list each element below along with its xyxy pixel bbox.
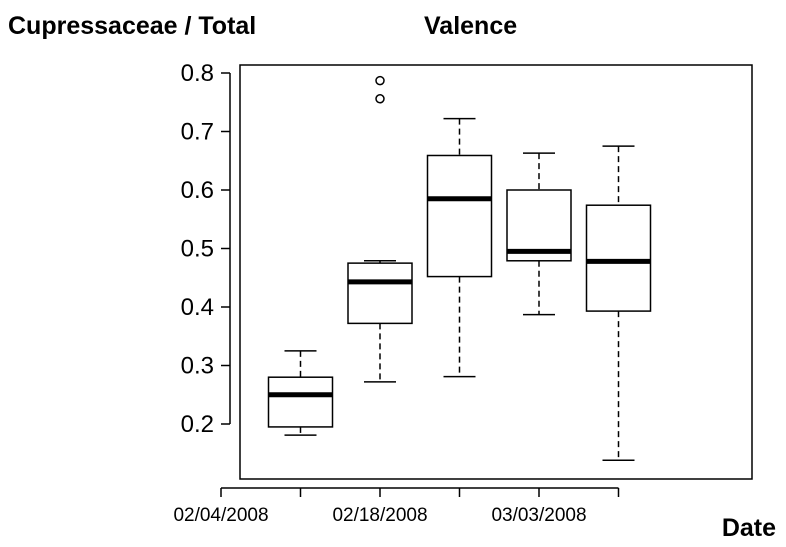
- box-rect: [267, 376, 334, 428]
- y-axis: 0.2 0.3 0.4 0.5 0.6 0.7 0.8: [181, 60, 231, 438]
- box: [585, 145, 652, 462]
- box-rect: [426, 154, 493, 278]
- y-tick-label: 0.3: [181, 353, 214, 380]
- y-tick-label: 0.4: [181, 294, 214, 321]
- y-tick-label: 0.2: [181, 411, 214, 438]
- box-group: [267, 75, 652, 462]
- outlier-point: [375, 75, 385, 86]
- x-axis: 02/04/2008 02/18/2008 03/03/2008: [173, 487, 620, 526]
- x-tick-label: 02/04/2008: [173, 505, 268, 526]
- x-tick-label: 03/03/2008: [491, 505, 586, 526]
- y-tick-label: 0.7: [181, 119, 214, 146]
- box: [267, 350, 334, 436]
- y-tick-label: 0.6: [181, 177, 214, 204]
- box: [347, 75, 413, 383]
- y-tick-label: 0.5: [181, 236, 214, 263]
- box-rect: [585, 204, 652, 312]
- chart-title: Valence: [424, 12, 517, 40]
- box: [426, 117, 493, 378]
- box-rect: [347, 262, 413, 325]
- plot-frame: [239, 64, 753, 480]
- y-tick-label: 0.8: [181, 60, 214, 87]
- x-axis-title: Date: [722, 514, 776, 542]
- x-tick-label: 02/18/2008: [332, 505, 427, 526]
- outlier-point: [375, 93, 385, 104]
- box: [506, 152, 572, 316]
- y-axis-title: Cupressaceae / Total: [8, 12, 256, 40]
